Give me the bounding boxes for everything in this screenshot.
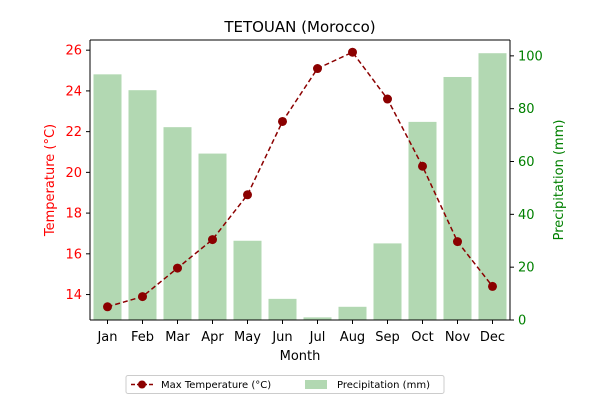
x-tick-label: May <box>234 330 261 345</box>
precip-bar-jul <box>303 317 332 320</box>
legend-precipitation-label: Precipitation (mm) <box>337 380 430 391</box>
precip-bar-mar <box>163 127 192 320</box>
legend-marker <box>138 380 146 389</box>
temp-point-oct <box>418 161 427 171</box>
temp-point-feb <box>138 292 147 302</box>
right-y-tick-label: 40 <box>518 208 535 223</box>
x-tick-label: Nov <box>445 330 471 345</box>
temp-point-may <box>243 190 252 200</box>
left-y-tick-label: 14 <box>65 288 82 303</box>
left-y-axis-title: Temperature (°C) <box>43 124 58 237</box>
x-tick-label: Sep <box>375 330 400 345</box>
temp-point-aug <box>348 47 357 57</box>
precip-bar-sep <box>373 243 402 320</box>
x-tick-label: Jun <box>271 330 292 345</box>
temp-point-mar <box>173 263 182 273</box>
temperature-polyline <box>107 51 494 308</box>
right-y-tick-label: 80 <box>518 102 535 117</box>
left-y-tick-label: 20 <box>65 166 82 181</box>
right-y-tick-label: 20 <box>518 261 535 276</box>
left-y-tick-label: 18 <box>65 207 82 222</box>
precipitation-bars <box>93 53 507 320</box>
precip-bar-dec <box>478 53 507 320</box>
chart-title: TETOUAN (Morocco) <box>223 18 375 36</box>
left-y-tick-label: 26 <box>65 44 82 59</box>
left-y-tick-label: 22 <box>65 125 82 140</box>
precip-bar-jun <box>268 298 297 320</box>
temp-point-dec <box>488 281 497 291</box>
temp-point-jul <box>313 64 322 74</box>
right-y-tick-label: 60 <box>518 155 535 170</box>
x-tick-label: Feb <box>131 330 154 345</box>
x-axis-title: Month <box>280 349 321 364</box>
temperature-line <box>103 47 497 312</box>
right-y-tick-label: 0 <box>518 314 526 329</box>
precip-bar-feb <box>128 90 157 320</box>
legend-temperature-label: Max Temperature (°C) <box>161 380 271 391</box>
precip-bar-oct <box>408 121 437 320</box>
ticks: Jan Feb Mar Apr May Jun Jul Aug Sep Oct Nov Dec 14 16… <box>65 44 542 345</box>
temp-point-nov <box>453 237 462 247</box>
legend: Max Temperature (°C) Precipitation (mm) <box>125 375 445 394</box>
x-tick-label: Aug <box>340 330 365 345</box>
precip-bar-may <box>233 240 262 320</box>
legend-frame <box>125 375 445 394</box>
temp-point-jan <box>103 302 112 312</box>
legend-bar-swatch <box>305 380 327 389</box>
precip-bar-nov <box>443 76 472 320</box>
x-tick-label: Jul <box>309 330 326 345</box>
precip-bar-jan <box>93 74 122 320</box>
x-tick-label: Mar <box>165 330 190 345</box>
right-y-axis-title: Precipitation (mm) <box>552 120 567 241</box>
temp-point-apr <box>208 235 217 245</box>
temp-point-sep <box>383 94 392 104</box>
temp-point-jun <box>278 116 287 126</box>
x-tick-label: Apr <box>201 330 224 345</box>
right-y-tick-label: 100 <box>518 49 543 64</box>
left-y-tick-label: 16 <box>65 247 82 262</box>
x-tick-label: Jan <box>96 330 117 345</box>
x-tick-label: Dec <box>480 330 505 345</box>
precip-bar-aug <box>338 306 367 320</box>
x-tick-label: Oct <box>411 330 433 345</box>
left-y-tick-label: 24 <box>65 84 82 99</box>
axes <box>89 39 511 321</box>
